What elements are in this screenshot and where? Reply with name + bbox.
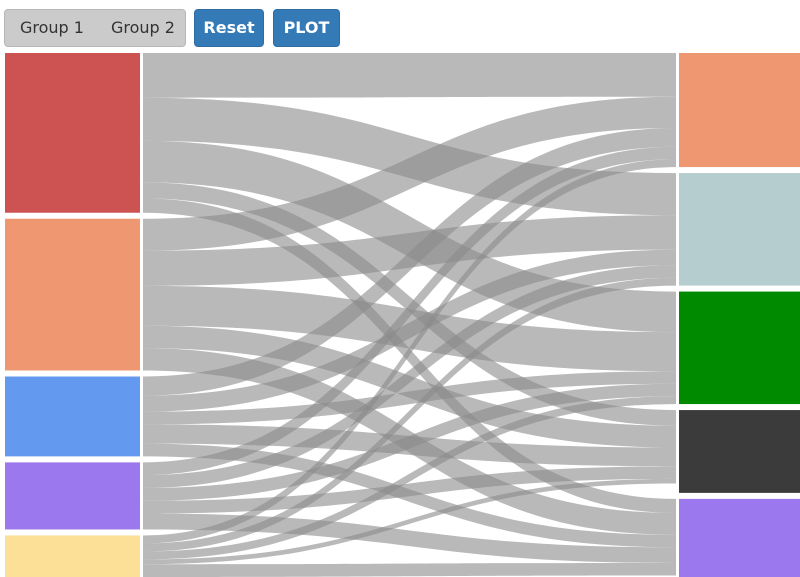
sankey-link-L4-R5[interactable] [143,513,676,563]
sankey-link-L4-R1[interactable] [143,146,676,476]
group-2-button[interactable]: Group 2 [111,18,175,37]
sankey-link-L4-R2[interactable] [143,265,676,488]
sankey-links [143,53,676,577]
sankey-link-L3-R2[interactable] [143,249,676,412]
sankey-link-L1-R1[interactable] [143,53,676,98]
right-node-R3[interactable] [679,291,800,405]
sankey-link-L2-R2[interactable] [143,215,676,286]
sankey-link-L4-R3[interactable] [143,383,676,501]
sankey-link-L5-R2[interactable] [143,277,676,552]
left-node-L4[interactable] [5,462,140,530]
left-node-L3[interactable] [5,376,140,457]
left-node-L2[interactable] [5,218,140,371]
sankey-link-L3-R3[interactable] [143,371,676,425]
group-1-button[interactable]: Group 1 [20,18,84,37]
left-node-L5[interactable] [5,535,140,577]
sankey-link-L1-R4[interactable] [143,182,676,426]
right-node-R5[interactable] [679,498,800,577]
sankey-link-L5-R5[interactable] [143,562,676,577]
sankey-link-L5-R3[interactable] [143,396,676,560]
right-node-R1[interactable] [679,53,800,168]
left-node-L1[interactable] [5,53,140,213]
reset-button[interactable]: Reset [194,9,264,47]
right-node-R2[interactable] [679,173,800,286]
sankey-link-L2-R1[interactable] [143,96,676,251]
sankey-link-L1-R5[interactable] [143,198,676,513]
sankey-nodes [5,53,800,577]
plot-button[interactable]: PLOT [273,9,340,47]
right-node-R4[interactable] [679,410,800,493]
sankey-link-L3-R1[interactable] [143,128,676,396]
sankey-link-L5-R1[interactable] [143,159,676,544]
sankey-link-L5-R4[interactable] [143,478,676,565]
group-toggle: Group 1 Group 2 [4,9,186,47]
